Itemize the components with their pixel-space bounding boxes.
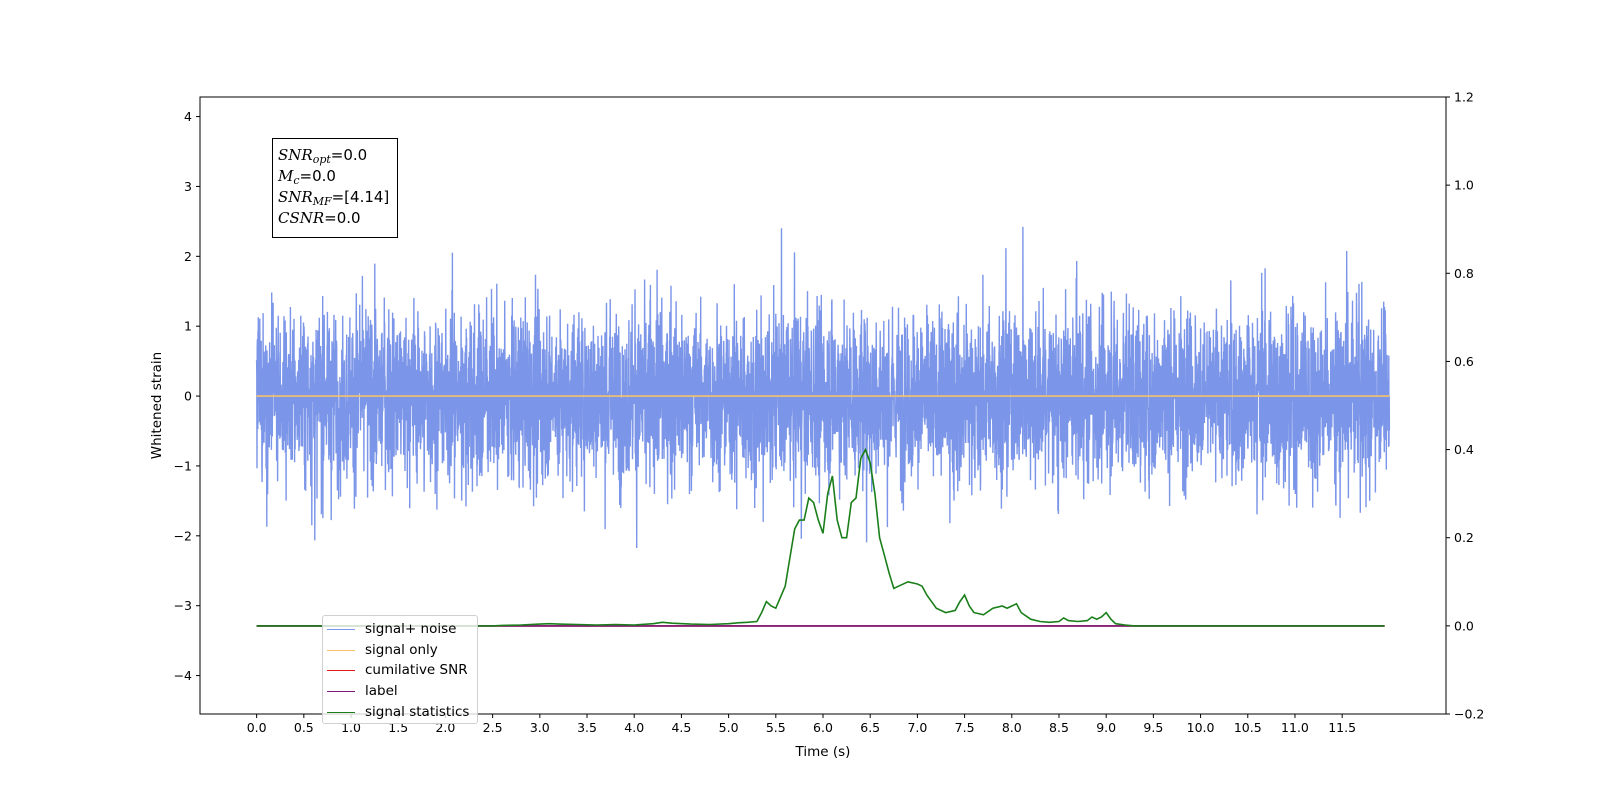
chart-legend: signal+ noise signal only cumilative SNR la… [322, 615, 478, 724]
y-left-tick-label: 1 [184, 319, 192, 334]
x-tick-label: 11.0 [1281, 720, 1309, 735]
y-right-tick-label: 1.0 [1454, 178, 1474, 193]
legend-item: signal only [323, 640, 477, 661]
legend-item: cumilative SNR [323, 660, 477, 681]
mc-subscript: c [293, 174, 300, 187]
legend-swatch [327, 629, 355, 630]
x-tick-label: 7.0 [907, 720, 927, 735]
y-left-tick-label: −3 [174, 598, 192, 613]
legend-label: signal statistics [365, 703, 470, 720]
stats-annotation-box: SNRopt=0.0 Mc=0.0 SNRMF=[4.14] CSNR=0.0 [272, 138, 398, 238]
x-axis-label: Time (s) [795, 744, 851, 760]
mc-value: =0.0 [299, 167, 336, 185]
x-tick-label: 3.5 [577, 720, 597, 735]
y-left-tick-label: −4 [174, 668, 192, 683]
mc-symbol: M [278, 167, 294, 185]
x-tick-label: 9.0 [1096, 720, 1116, 735]
snr-opt-symbol: SNR [278, 146, 313, 164]
legend-label: signal+ noise [365, 621, 457, 637]
legend-label: signal only [365, 641, 438, 658]
legend-swatch [327, 649, 355, 651]
x-tick-label: 6.5 [860, 720, 880, 735]
x-tick-label: 6.0 [813, 720, 833, 735]
x-tick-label: 10.5 [1234, 720, 1262, 735]
y-left-tick-label: 2 [184, 249, 192, 264]
y-left-tick-label: 0 [184, 389, 192, 404]
legend-item: signal statistics [323, 702, 477, 723]
legend-item: signal+ noise [323, 619, 477, 640]
y-right-tick-label: 0.8 [1454, 266, 1474, 281]
x-tick-label: 7.5 [955, 720, 975, 735]
csnr-symbol: CSNR [278, 209, 325, 227]
y-right-tick-label: 0.0 [1454, 618, 1474, 633]
y-right-tick-label: 0.6 [1454, 354, 1474, 369]
snr-opt-subscript: opt [312, 153, 331, 166]
y-left-tick-label: 4 [184, 109, 192, 124]
snr-mf-subscript: MF [312, 195, 332, 208]
y-left-tick-label: −2 [174, 528, 192, 543]
y-right-tick-label: −0.2 [1454, 707, 1484, 722]
snr-opt-value: =0.0 [330, 146, 368, 164]
legend-swatch [327, 670, 355, 672]
snr-mf-symbol: SNR [278, 188, 313, 206]
y-right-tick-label: 0.4 [1454, 442, 1474, 457]
x-tick-label: 2.5 [483, 720, 503, 735]
x-tick-label: 8.5 [1049, 720, 1069, 735]
snr-mf-value: =[4.14] [331, 188, 390, 206]
csnr-line: CSNR=0.0 [278, 208, 397, 229]
y-left-tick-label: 3 [184, 179, 192, 194]
y-right-tick-label: 0.2 [1454, 530, 1474, 545]
x-tick-label: 9.5 [1143, 720, 1163, 735]
x-tick-label: 5.5 [766, 720, 786, 735]
x-tick-label: 0.0 [247, 720, 267, 735]
series-signal-noise-line [255, 226, 1391, 549]
legend-swatch [327, 691, 355, 693]
x-tick-label: 10.0 [1187, 720, 1215, 735]
y-left-tick-label: −1 [174, 458, 192, 473]
legend-swatch [327, 711, 355, 713]
x-tick-label: 11.5 [1328, 720, 1356, 735]
legend-label: label [365, 683, 398, 700]
mc-line: Mc=0.0 [278, 166, 397, 187]
snr-opt-line: SNRopt=0.0 [278, 145, 397, 166]
x-tick-label: 3.0 [530, 720, 550, 735]
snr-mf-line: SNRMF=[4.14] [278, 187, 397, 208]
y-right-tick-label: 1.2 [1454, 90, 1474, 105]
csnr-value: =0.0 [324, 209, 361, 227]
x-tick-label: 0.5 [294, 720, 314, 735]
y-axis-label: Whitened strain [149, 352, 165, 459]
series-signal-statistics-line [256, 447, 1385, 627]
legend-label: cumilative SNR [365, 662, 468, 679]
x-tick-label: 4.5 [671, 720, 691, 735]
x-tick-label: 4.0 [624, 720, 644, 735]
x-tick-label: 5.0 [719, 720, 739, 735]
legend-item: label [323, 681, 477, 702]
x-tick-label: 8.0 [1002, 720, 1022, 735]
